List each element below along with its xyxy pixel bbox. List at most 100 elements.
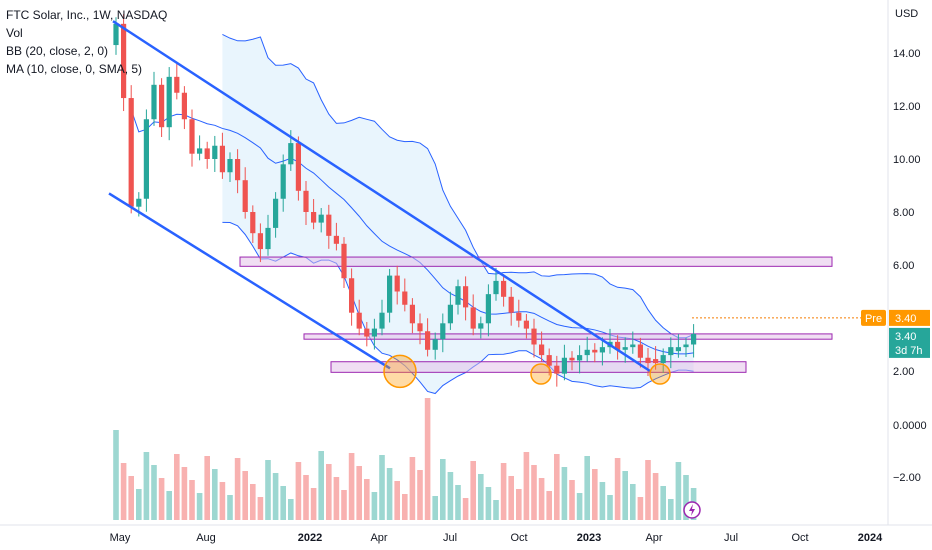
- price-tick-label: 12.00: [893, 101, 921, 113]
- candle-body: [493, 280, 499, 295]
- candle[interactable]: [691, 324, 697, 358]
- price-zone[interactable]: [239, 256, 833, 267]
- candle[interactable]: [630, 331, 636, 354]
- candle[interactable]: [151, 71, 157, 126]
- candle[interactable]: [501, 274, 507, 307]
- candle[interactable]: [615, 335, 621, 360]
- candle[interactable]: [235, 149, 241, 194]
- candle-body: [463, 286, 469, 308]
- candle[interactable]: [539, 331, 545, 362]
- candle[interactable]: [561, 344, 567, 381]
- candle[interactable]: [227, 152, 233, 183]
- volume-bar: [645, 460, 651, 520]
- candle[interactable]: [409, 298, 415, 334]
- candle[interactable]: [371, 318, 377, 350]
- candle[interactable]: [675, 334, 681, 358]
- volume-bar: [493, 500, 499, 520]
- highlight-circle[interactable]: [649, 363, 671, 385]
- candle[interactable]: [197, 135, 203, 161]
- candle[interactable]: [402, 278, 408, 312]
- ma-indicator-label[interactable]: MA (10, close, 0, SMA, 5): [6, 62, 143, 76]
- candle[interactable]: [660, 348, 666, 373]
- candle[interactable]: [356, 299, 362, 336]
- candle[interactable]: [273, 192, 279, 238]
- candle-body: [653, 359, 659, 364]
- candle[interactable]: [463, 276, 469, 321]
- candle[interactable]: [425, 318, 431, 357]
- highlight-circle[interactable]: [383, 354, 417, 389]
- symbol-title[interactable]: FTC Solar, Inc., 1W, NASDAQ: [6, 8, 168, 22]
- candle[interactable]: [364, 321, 370, 347]
- candle[interactable]: [683, 337, 689, 357]
- candle[interactable]: [645, 347, 651, 377]
- candle[interactable]: [280, 154, 286, 212]
- candle[interactable]: [189, 109, 195, 167]
- candle[interactable]: [379, 299, 385, 336]
- candle[interactable]: [508, 286, 514, 326]
- candle[interactable]: [470, 294, 476, 336]
- volume-bar: [371, 492, 378, 520]
- bollinger-indicator-label[interactable]: BB (20, close, 2, 0): [6, 44, 109, 58]
- candle[interactable]: [592, 343, 598, 363]
- candle[interactable]: [440, 313, 446, 353]
- highlight-circle[interactable]: [530, 363, 552, 385]
- candle[interactable]: [242, 167, 248, 219]
- candle[interactable]: [212, 135, 218, 172]
- candle[interactable]: [143, 109, 149, 212]
- candle-body: [592, 349, 598, 353]
- candle[interactable]: [455, 279, 461, 315]
- candle[interactable]: [121, 14, 127, 112]
- candle[interactable]: [554, 355, 560, 387]
- candle[interactable]: [432, 332, 438, 360]
- candle[interactable]: [447, 291, 453, 330]
- candle[interactable]: [478, 316, 484, 339]
- price-zone[interactable]: [303, 333, 833, 340]
- candle[interactable]: [622, 337, 628, 363]
- candle[interactable]: [318, 208, 324, 233]
- candle[interactable]: [128, 85, 134, 214]
- candle[interactable]: [257, 223, 263, 263]
- candle[interactable]: [531, 318, 537, 358]
- candle[interactable]: [219, 132, 225, 179]
- candle[interactable]: [417, 313, 423, 345]
- candle[interactable]: [265, 214, 271, 256]
- candle-body: [356, 312, 362, 329]
- candle[interactable]: [341, 237, 347, 289]
- candle[interactable]: [637, 337, 643, 368]
- candle-body: [265, 227, 271, 250]
- price-tick-label: 6.00: [893, 260, 914, 272]
- candle[interactable]: [204, 141, 210, 169]
- candle[interactable]: [326, 204, 332, 249]
- candle[interactable]: [166, 67, 172, 141]
- candle[interactable]: [485, 284, 491, 337]
- volume-indicator-label[interactable]: Vol: [6, 26, 23, 40]
- candle[interactable]: [174, 63, 180, 100]
- candle[interactable]: [523, 314, 529, 339]
- candle[interactable]: [181, 86, 187, 130]
- candle[interactable]: [577, 345, 583, 374]
- candle[interactable]: [584, 336, 590, 362]
- price-zone[interactable]: [330, 361, 747, 373]
- candle[interactable]: [546, 348, 552, 376]
- candle[interactable]: [668, 337, 674, 369]
- volume-bar: [485, 487, 492, 520]
- volume-bar: [569, 480, 575, 520]
- channel-lower-line[interactable]: [108, 192, 391, 370]
- candle[interactable]: [349, 268, 355, 326]
- candle[interactable]: [159, 78, 165, 138]
- candle[interactable]: [295, 136, 301, 201]
- candle[interactable]: [599, 337, 605, 366]
- candle[interactable]: [250, 205, 256, 244]
- candle[interactable]: [387, 268, 393, 323]
- candle[interactable]: [394, 265, 400, 305]
- candle[interactable]: [311, 199, 317, 230]
- lightning-icon[interactable]: [683, 501, 701, 519]
- candle[interactable]: [569, 351, 575, 371]
- candle[interactable]: [516, 299, 522, 328]
- candle[interactable]: [493, 267, 499, 301]
- candle[interactable]: [333, 222, 339, 251]
- candle[interactable]: [303, 180, 309, 225]
- channel-upper-line[interactable]: [112, 20, 651, 373]
- volume-bar: [447, 472, 454, 520]
